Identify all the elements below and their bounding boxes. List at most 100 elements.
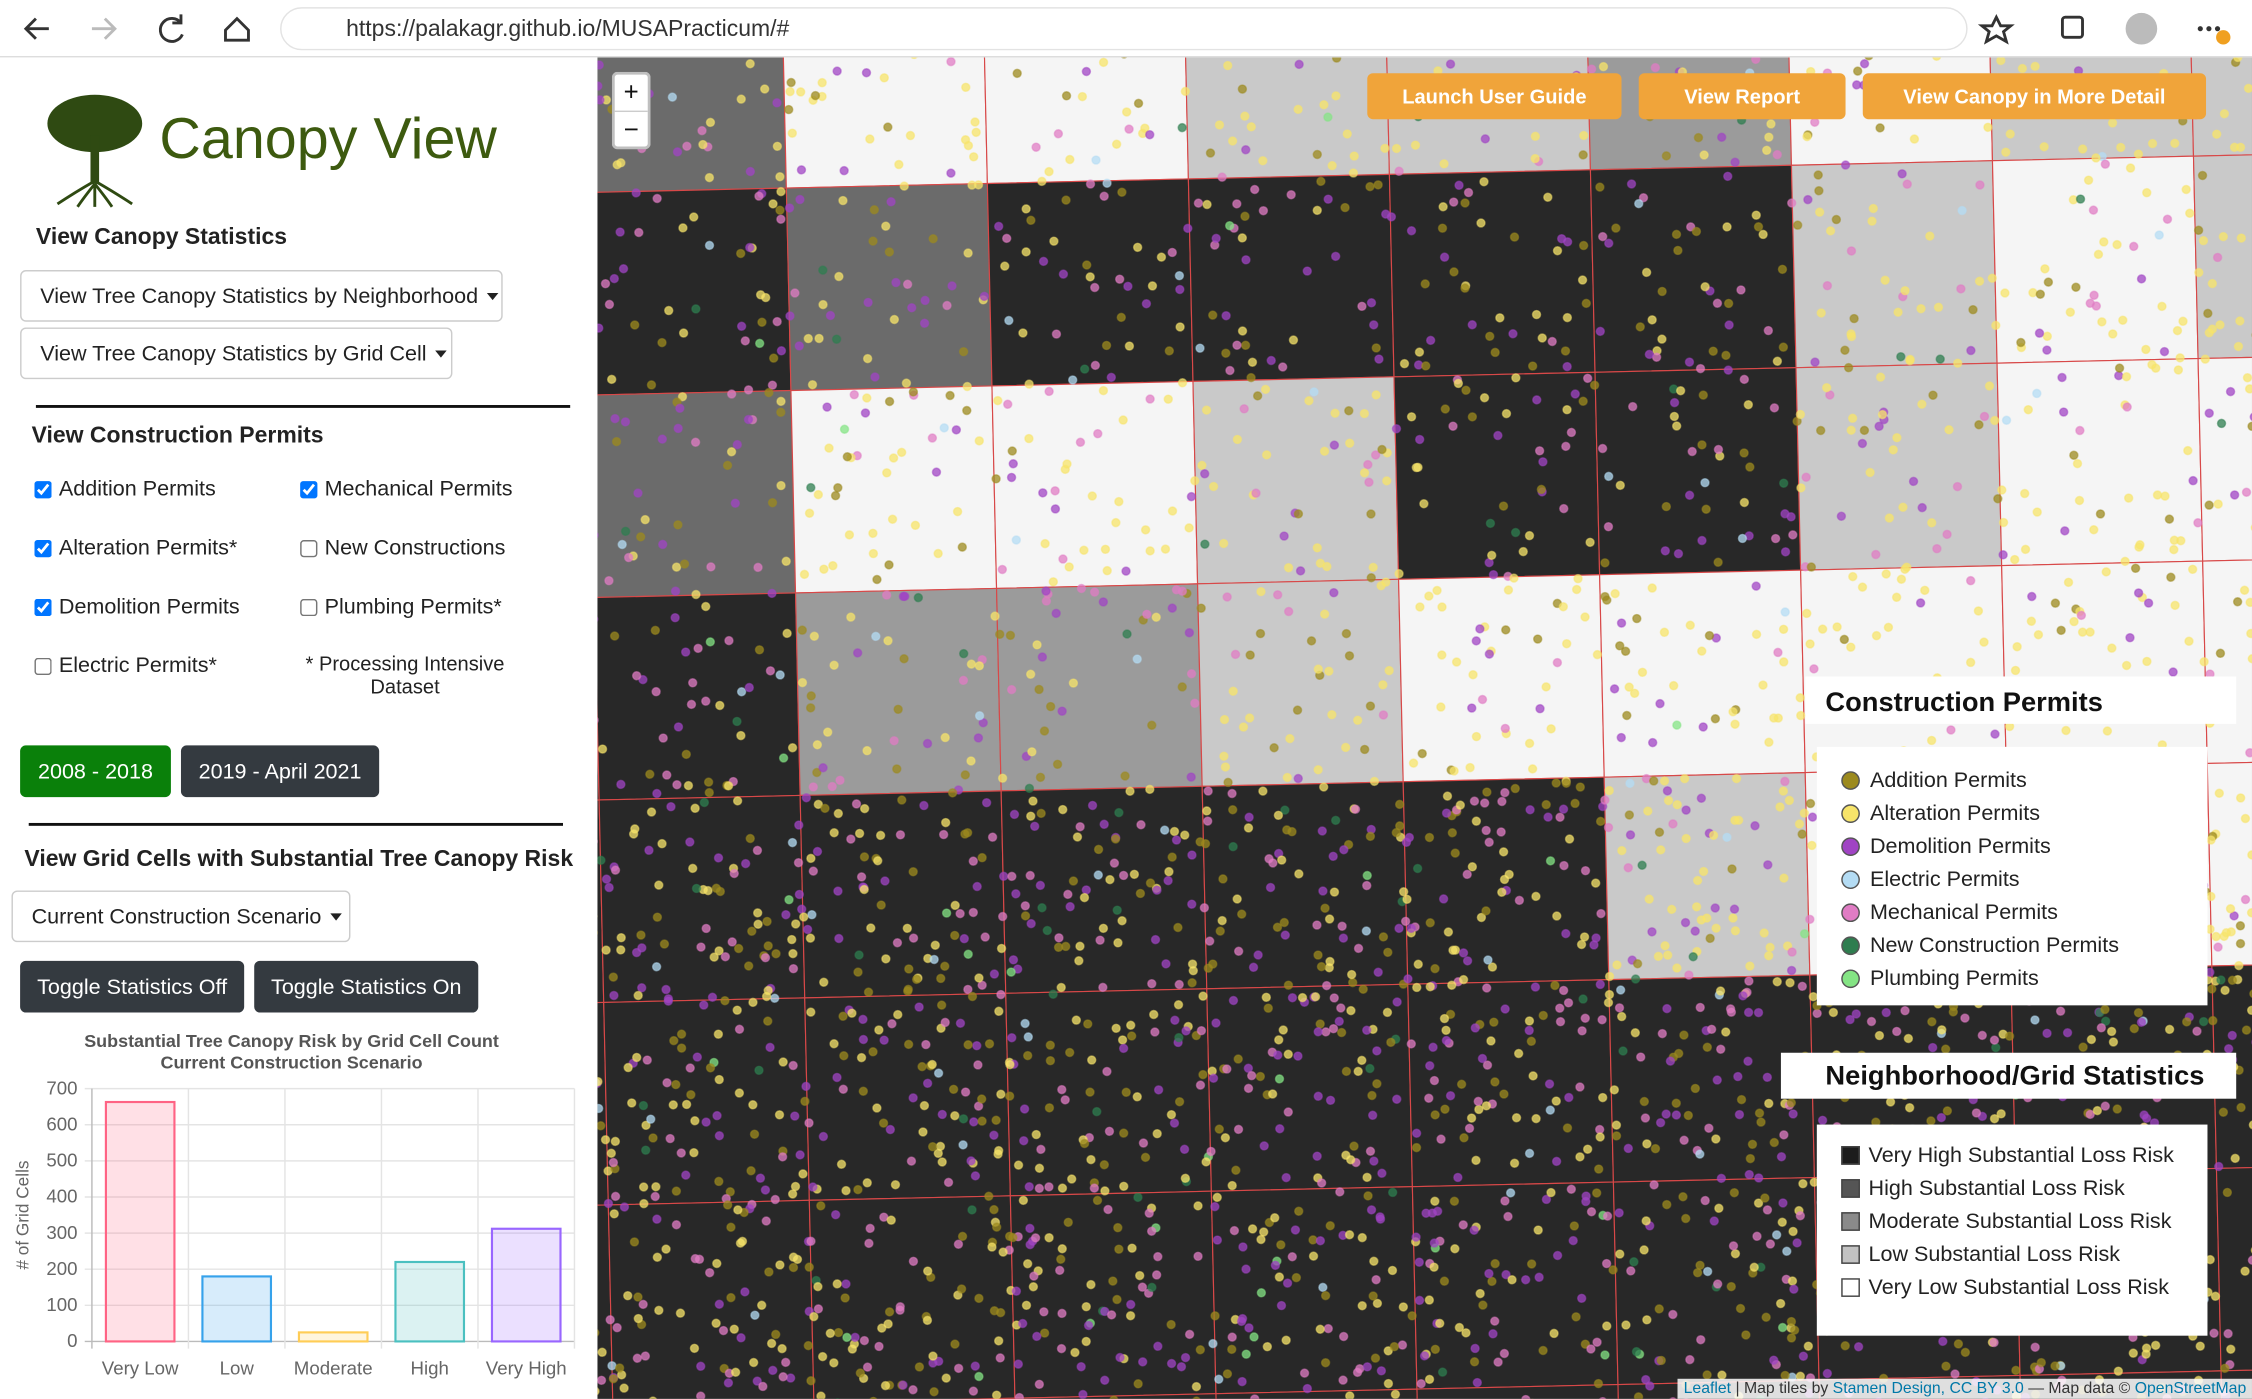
permit-dot (1559, 860, 1569, 871)
reload-icon[interactable] (158, 14, 184, 43)
permit-dot (1698, 390, 1709, 400)
permit-dot (963, 949, 973, 959)
menu-icon[interactable] (2197, 26, 2221, 32)
checkbox[interactable] (300, 539, 318, 557)
permit-dot (1099, 819, 1109, 830)
checkbox[interactable] (34, 598, 52, 616)
permit-dot (1086, 1279, 1096, 1290)
permit-dot (1383, 947, 1393, 958)
checkbox[interactable] (300, 480, 318, 498)
permit-dot (671, 1079, 681, 1090)
period-button[interactable]: 2008 - 2018 (20, 745, 171, 798)
permit-dot (2203, 308, 2213, 319)
home-icon[interactable] (224, 16, 250, 42)
permit-dot (1383, 1378, 1394, 1389)
permit-dot (1688, 952, 1698, 962)
permit-dot (955, 1018, 966, 1028)
permit-dot (607, 1360, 617, 1371)
permit-dot (1875, 372, 1886, 382)
permit-dot (1127, 1243, 1137, 1253)
permit-dot (933, 1148, 944, 1159)
permit-dot (958, 1114, 969, 1124)
permit-dot (1840, 1341, 1850, 1351)
permit-dot (1363, 1191, 1373, 1201)
permit-dot (1406, 923, 1416, 934)
permit-dot (1453, 1172, 1463, 1183)
permit-dot (734, 1088, 745, 1098)
permit-dot (1997, 485, 2007, 495)
permit-dot (676, 1029, 687, 1039)
permit-dot (748, 1357, 759, 1368)
permit-dot (1627, 401, 1638, 412)
permit-dot (1083, 1320, 1094, 1331)
permit-dot (1077, 91, 1088, 102)
permit-dot (634, 227, 644, 238)
permit-dot (1730, 926, 1741, 936)
collections-icon[interactable] (2060, 15, 2084, 39)
address-bar[interactable]: https://palakagr.github.io/MUSAPracticum… (280, 7, 1968, 51)
permit-dot (2200, 354, 2211, 364)
permit-dot (1365, 831, 1376, 842)
permit-dot (1558, 985, 1569, 996)
forward-icon[interactable] (91, 17, 117, 40)
checkbox-item: Alteration Permits* (34, 536, 237, 560)
favorite-icon[interactable] (1977, 14, 2015, 45)
permit-dot (1715, 986, 1726, 996)
permit-dot (1753, 1198, 1764, 1208)
permit-dot (1190, 476, 1200, 486)
back-icon[interactable] (23, 17, 49, 40)
permit-dot (996, 1089, 1006, 1100)
permit-dot (1532, 634, 1543, 644)
permit-dot (1336, 1027, 1347, 1038)
permit-dot (1713, 444, 1724, 455)
permit-dot (1711, 1134, 1721, 1144)
checkbox[interactable] (34, 480, 52, 498)
permit-dot (1368, 562, 1378, 573)
permit-dot (754, 1065, 764, 1076)
permit-dot (1249, 184, 1260, 195)
permit-dot (2207, 984, 2217, 994)
dropdown[interactable]: Current Construction Scenario (11, 890, 351, 943)
checkbox[interactable] (300, 598, 318, 616)
checkbox[interactable] (34, 657, 52, 675)
permit-dot (1403, 974, 1413, 984)
permit-dot (1108, 1276, 1118, 1286)
permit-dot (1153, 1085, 1164, 1095)
checkbox[interactable] (34, 539, 52, 557)
permit-dot (1644, 349, 1655, 360)
permit-dot (812, 740, 823, 750)
permit-dot (1761, 145, 1772, 156)
permit-dot (884, 560, 894, 570)
permit-dot (782, 628, 792, 639)
permit-dot (1570, 798, 1580, 809)
permit-dot (959, 933, 970, 944)
permit-dot (1282, 1278, 1293, 1288)
period-button[interactable]: 2019 - April 2021 (180, 745, 380, 798)
permit-dot (1124, 341, 1135, 351)
permit-dot (1079, 545, 1089, 555)
permit-dot (1102, 565, 1112, 576)
permit-dot (1024, 1181, 1034, 1192)
permit-dot (1195, 1345, 1206, 1355)
permit-dot (1438, 202, 1448, 212)
dropdown[interactable]: View Tree Canopy Statistics by Neighborh… (20, 270, 503, 322)
toggle-button[interactable]: Toggle Statistics Off (20, 960, 245, 1013)
permit-dot (1118, 1043, 1129, 1054)
permit-dot (1990, 729, 2000, 739)
permit-dot (1406, 226, 1417, 236)
profile-icon[interactable] (2125, 12, 2158, 45)
toggle-button[interactable]: Toggle Statistics On (254, 960, 479, 1013)
permit-dot (987, 832, 998, 842)
dropdown[interactable]: View Tree Canopy Statistics by Grid Cell (20, 327, 453, 380)
permit-dot (1579, 932, 1590, 942)
permit-dot (651, 686, 661, 697)
permit-dot (961, 82, 971, 93)
permit-dot (1440, 1104, 1450, 1114)
permit-dot (1371, 390, 1381, 400)
grid-cell (991, 380, 1199, 589)
permit-dot (597, 81, 603, 91)
permit-dot (1729, 1187, 1740, 1198)
permit-dot (2169, 544, 2179, 555)
permit-dot (2246, 908, 2252, 918)
permit-dot (2212, 252, 2223, 263)
